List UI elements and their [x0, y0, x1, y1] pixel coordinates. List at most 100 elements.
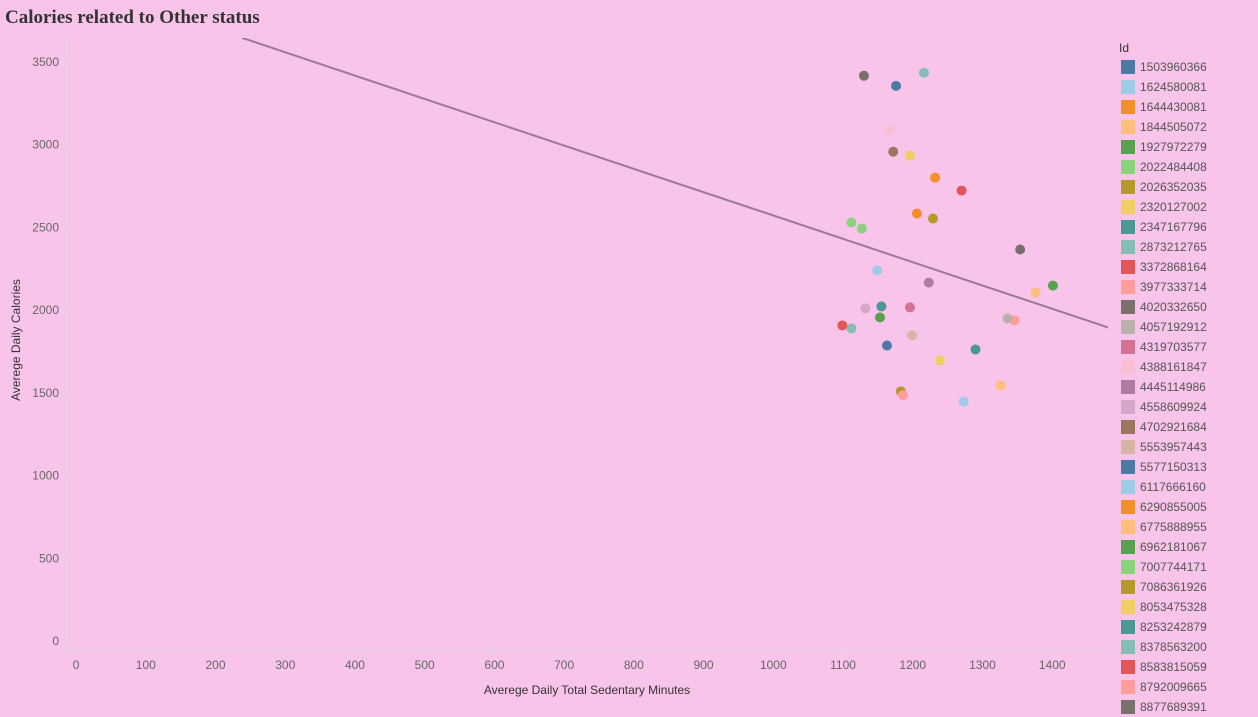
point: [888, 146, 899, 157]
x-tick-label: 1300: [969, 658, 996, 672]
x-tick-label: 500: [415, 658, 435, 672]
legend-swatch: [1121, 660, 1135, 674]
legend-label: 1844505072: [1140, 120, 1207, 134]
x-tick-label: 100: [136, 658, 156, 672]
y-axis-title: Averege Daily Calories: [9, 279, 23, 401]
legend-label: 8583815059: [1140, 660, 1207, 674]
point: [837, 320, 848, 331]
legend-swatch: [1121, 360, 1135, 374]
legend-label: 7007744171: [1140, 560, 1207, 574]
legend-swatch: [1121, 240, 1135, 254]
x-tick-label: 900: [694, 658, 714, 672]
point: [958, 396, 969, 407]
legend-label: 1927972279: [1140, 140, 1207, 154]
x-axis-title: Averege Daily Total Sedentary Minutes: [484, 683, 690, 697]
legend-label: 4057192912: [1140, 320, 1207, 334]
x-tick-label: 400: [345, 658, 365, 672]
legend-label: 6962181067: [1140, 540, 1207, 554]
legend-label: 5577150313: [1140, 460, 1207, 474]
legend-label: 8877689391: [1140, 700, 1207, 714]
point: [970, 344, 981, 355]
point: [911, 208, 922, 219]
point: [930, 172, 941, 183]
legend-swatch: [1121, 60, 1135, 74]
legend-swatch: [1121, 100, 1135, 114]
point: [884, 124, 895, 135]
legend-label: 6290855005: [1140, 500, 1207, 514]
legend-swatch: [1121, 640, 1135, 654]
legend-swatch: [1121, 180, 1135, 194]
legend-swatch: [1121, 620, 1135, 634]
legend-swatch: [1121, 220, 1135, 234]
legend-swatch: [1121, 700, 1135, 714]
x-tick-label: 800: [624, 658, 644, 672]
legend-swatch: [1121, 540, 1135, 554]
point: [927, 213, 938, 224]
point: [1047, 280, 1058, 291]
legend-swatch: [1121, 380, 1135, 394]
legend-label: 2873212765: [1140, 240, 1207, 254]
point: [876, 301, 887, 312]
point: [923, 277, 934, 288]
legend-label: 6117666160: [1140, 480, 1206, 494]
point: [934, 355, 945, 366]
legend-swatch: [1121, 480, 1135, 494]
legend-label: 1503960366: [1140, 60, 1207, 74]
point: [846, 323, 857, 334]
legend-swatch: [1121, 500, 1135, 514]
point: [860, 303, 871, 314]
legend-swatch: [1121, 420, 1135, 434]
legend-label: 4319703577: [1140, 340, 1207, 354]
point: [1030, 287, 1041, 298]
point: [995, 380, 1006, 391]
point: [956, 185, 967, 196]
legend-label: 4445114986: [1140, 380, 1206, 394]
point: [874, 312, 885, 323]
y-tick-label: 0: [52, 634, 59, 648]
x-tick-label: 300: [275, 658, 295, 672]
point: [918, 67, 929, 78]
point: [904, 302, 915, 313]
y-tick-label: 3500: [32, 55, 59, 69]
y-tick-label: 1000: [32, 469, 59, 483]
legend-label: 6775888955: [1140, 520, 1207, 534]
point: [907, 330, 918, 341]
y-tick-label: 1500: [32, 386, 59, 400]
chart-title: Calories related to Other status: [5, 7, 260, 28]
legend-swatch: [1121, 560, 1135, 574]
legend-label: 4702921684: [1140, 420, 1207, 434]
legend-label: 8378563200: [1140, 640, 1207, 654]
point: [858, 70, 869, 81]
trend-line: [241, 38, 1108, 329]
x-tick-label: 1100: [830, 658, 856, 672]
point: [1002, 313, 1013, 324]
legend-swatch: [1121, 680, 1135, 694]
legend-swatch: [1121, 400, 1135, 414]
legend-label: 3372868164: [1140, 260, 1207, 274]
point: [1015, 244, 1026, 255]
legend-label: 8253242879: [1140, 620, 1207, 634]
legend-label: 2320127002: [1140, 200, 1207, 214]
legend-swatch: [1121, 520, 1135, 534]
legend-swatch: [1121, 340, 1135, 354]
legend-swatch: [1121, 320, 1135, 334]
legend-swatch: [1121, 120, 1135, 134]
y-tick-label: 2500: [32, 220, 59, 234]
point: [891, 80, 902, 91]
x-tick-label: 700: [554, 658, 574, 672]
point: [872, 265, 883, 276]
plot-area: [241, 38, 1108, 407]
legend-title: Id: [1119, 41, 1129, 55]
x-tick-label: 0: [73, 658, 80, 672]
legend-label: 2022484408: [1140, 160, 1207, 174]
legend-swatch: [1121, 580, 1135, 594]
point: [898, 390, 909, 401]
x-tick-label: 1400: [1039, 658, 1066, 672]
point: [856, 223, 867, 234]
legend-label: 1624580081: [1140, 80, 1207, 94]
legend-swatch: [1121, 260, 1135, 274]
point: [846, 217, 857, 228]
x-tick-label: 600: [484, 658, 504, 672]
legend-swatch: [1121, 200, 1135, 214]
